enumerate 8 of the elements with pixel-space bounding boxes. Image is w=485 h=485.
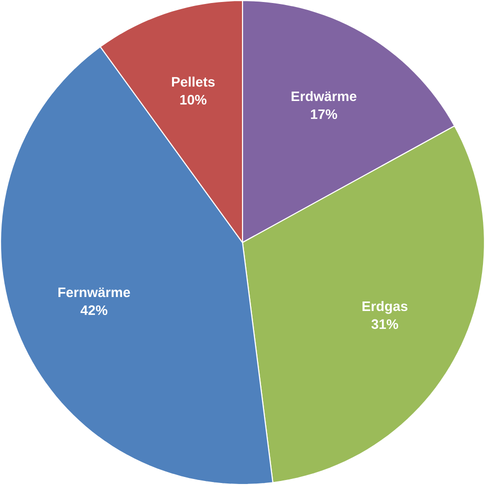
data-label: 17%	[310, 109, 338, 119]
slice-label: Erdgas	[362, 301, 408, 314]
slice-label: Pellets	[172, 76, 215, 87]
slice-label: Erdwärme	[292, 91, 356, 102]
slice-label: Fernwärme	[58, 288, 130, 298]
data-label: 42%	[80, 305, 108, 316]
data-label: 10%	[180, 94, 206, 105]
data-label: 31%	[371, 319, 398, 329]
